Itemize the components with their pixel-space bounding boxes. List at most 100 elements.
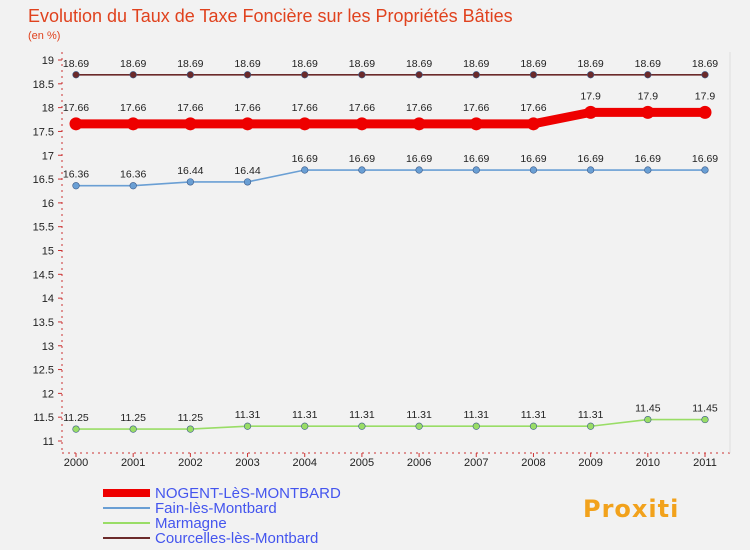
data-point	[358, 71, 366, 79]
data-label: 16.69	[577, 153, 603, 165]
data-label: 18.69	[234, 58, 260, 70]
x-tick-label: 2005	[350, 457, 374, 469]
series-1: 17.66 17.66 17.66 17.66 17.66 17.66 17.66 17.66…	[63, 90, 716, 131]
data-point	[644, 415, 652, 424]
y-axis-ticks: 11 11.5 12 12.5 13 13.5 14 14.5 15 15.5 16 16.5 17 17…	[33, 55, 62, 448]
y-tick-label: 13.5	[33, 317, 54, 329]
data-point	[301, 166, 309, 174]
data-label: 11.45	[635, 403, 661, 415]
data-point	[529, 422, 538, 430]
series-0: 18.69 18.69 18.69 18.69 18.69 18.69 18.69 18.69…	[63, 58, 718, 79]
x-tick-label: 2011	[693, 457, 717, 469]
data-label: 17.66	[292, 102, 318, 114]
data-point	[243, 71, 252, 79]
data-point	[698, 105, 712, 119]
x-tick-label: 2006	[407, 457, 431, 469]
data-point	[644, 71, 652, 79]
legend-label: Marmagne	[155, 515, 227, 532]
data-point	[298, 117, 312, 131]
data-label: 11.31	[464, 409, 490, 421]
x-tick-label: 2009	[578, 457, 602, 469]
data-label: 17.66	[520, 102, 546, 114]
data-label: 16.36	[120, 169, 146, 181]
y-tick-label: 16.5	[33, 174, 54, 186]
data-label: 16.69	[406, 153, 432, 165]
y-tick-label: 15	[42, 246, 54, 258]
data-point	[415, 166, 423, 174]
y-tick-label: 12	[42, 388, 54, 400]
data-label: 18.69	[463, 58, 489, 70]
data-label: 11.25	[178, 412, 204, 424]
data-point	[129, 425, 137, 433]
proxiti-logo: Proxiti	[583, 495, 678, 523]
data-point	[584, 105, 598, 119]
data-point	[301, 422, 309, 430]
data-point	[301, 71, 309, 79]
data-label: 17.9	[695, 90, 716, 102]
data-point	[641, 105, 655, 119]
data-point	[472, 71, 480, 79]
data-label: 16.36	[63, 169, 89, 181]
data-label: 11.25	[120, 412, 146, 424]
legend-label: NOGENT-LèS-MONTBARD	[155, 485, 341, 502]
data-label: 18.69	[177, 58, 203, 70]
data-label: 18.69	[692, 58, 718, 70]
legend: NOGENT-LèS-MONTBARDFain-lès-MontbardMarm…	[103, 485, 341, 547]
y-tick-label: 18	[42, 103, 54, 115]
x-axis-ticks: 2000 2001 2002 2003 2004 2005 2006 2007 2008 2009…	[64, 453, 717, 469]
data-label: 17.66	[120, 102, 146, 114]
data-label: 11.31	[235, 409, 261, 421]
data-point	[529, 71, 538, 79]
data-label: 17.66	[349, 102, 375, 114]
chart-title: Evolution du Taux de Taxe Foncière sur l…	[28, 6, 513, 26]
y-tick-label: 19	[42, 55, 54, 67]
y-tick-label: 11.5	[33, 412, 54, 424]
data-point	[126, 117, 140, 131]
data-label: 11.31	[292, 409, 318, 421]
data-label: 16.69	[520, 153, 546, 165]
data-label: 18.69	[406, 58, 432, 70]
data-point	[469, 117, 483, 131]
data-label: 17.66	[63, 102, 89, 114]
y-tick-label: 14.5	[33, 269, 54, 281]
data-label: 11.31	[521, 409, 547, 421]
data-label: 18.69	[577, 58, 603, 70]
series-3: 11.25 11.25 11.25 11.31 11.31 11.31 11.31 11.31…	[63, 403, 718, 433]
data-point	[526, 117, 540, 131]
data-point	[412, 117, 426, 131]
data-label: 11.31	[578, 409, 604, 421]
y-tick-label: 17.5	[33, 126, 54, 138]
data-label: 11.45	[692, 403, 718, 415]
series-line	[76, 107, 705, 129]
data-label: 17.9	[638, 90, 659, 102]
data-label: 16.69	[292, 153, 318, 165]
data-point	[72, 425, 80, 433]
y-tick-label: 16	[42, 198, 54, 210]
data-point	[358, 422, 366, 430]
y-tick-label: 12.5	[33, 365, 54, 377]
data-label: 16.69	[692, 153, 718, 165]
legend-label: Courcelles-lès-Montbard	[155, 530, 318, 547]
data-label: 17.9	[580, 90, 601, 102]
data-point	[186, 425, 194, 433]
series-line	[76, 418, 705, 430]
y-tick-label: 14	[42, 293, 54, 305]
legend-label: Fain-lès-Montbard	[155, 500, 277, 517]
data-label: 11.31	[406, 409, 432, 421]
data-label: 16.69	[349, 153, 375, 165]
data-point	[587, 166, 595, 174]
x-tick-label: 2010	[636, 457, 660, 469]
series-line	[76, 169, 705, 187]
data-label: 18.69	[120, 58, 146, 70]
data-point	[415, 422, 423, 430]
y-tick-label: 15.5	[33, 222, 54, 234]
data-label: 17.66	[177, 102, 203, 114]
data-point	[186, 71, 194, 79]
series-2: 16.36 16.36 16.44 16.44 16.69 16.69 16.69 16.69…	[63, 153, 718, 190]
y-tick-label: 13	[42, 341, 54, 353]
data-label: 18.69	[349, 58, 375, 70]
x-tick-label: 2002	[178, 457, 202, 469]
data-point	[355, 117, 369, 131]
data-point	[587, 71, 595, 79]
